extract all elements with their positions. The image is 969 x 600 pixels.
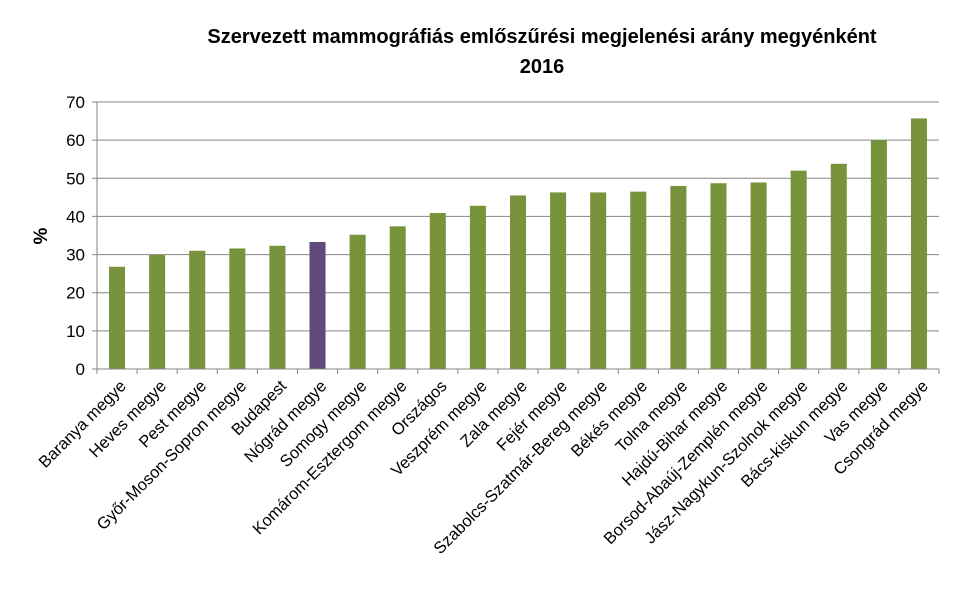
chart-title-line-2: 2016: [519, 56, 565, 78]
y-tick-label: 40: [66, 207, 85, 226]
bar: [109, 266, 126, 369]
y-tick-label: 10: [66, 322, 85, 341]
y-tick-label: 50: [66, 169, 85, 188]
bar: [670, 185, 687, 369]
bar: [590, 192, 607, 369]
y-tick-label: 0: [76, 360, 85, 379]
bar: [550, 192, 567, 369]
y-tick-label: 30: [66, 246, 85, 265]
bar: [229, 248, 246, 369]
bar: [189, 250, 206, 369]
bar: [309, 241, 326, 369]
bar: [389, 226, 406, 369]
bar: [429, 212, 446, 369]
bars: [109, 118, 927, 369]
bar: [469, 205, 486, 369]
bar: [710, 183, 727, 369]
bar: [750, 182, 767, 369]
bar: [149, 254, 166, 369]
bar: [630, 191, 647, 369]
bar: [910, 118, 927, 369]
bar: [269, 245, 286, 369]
bar: [509, 195, 527, 369]
y-tick-label: 20: [66, 284, 85, 303]
bar: [790, 170, 807, 369]
y-tick-label: 60: [66, 131, 85, 150]
y-axis-title: %: [31, 227, 52, 244]
chart-title-line-1: Szervezett mammográfiás emlőszűrési megj…: [207, 26, 877, 48]
chart-title: Szervezett mammográfiás emlőszűrési megj…: [100, 22, 969, 82]
bar: [830, 163, 847, 369]
y-tick-label: 70: [66, 93, 85, 112]
bar: [870, 140, 887, 369]
bar: [349, 234, 366, 369]
